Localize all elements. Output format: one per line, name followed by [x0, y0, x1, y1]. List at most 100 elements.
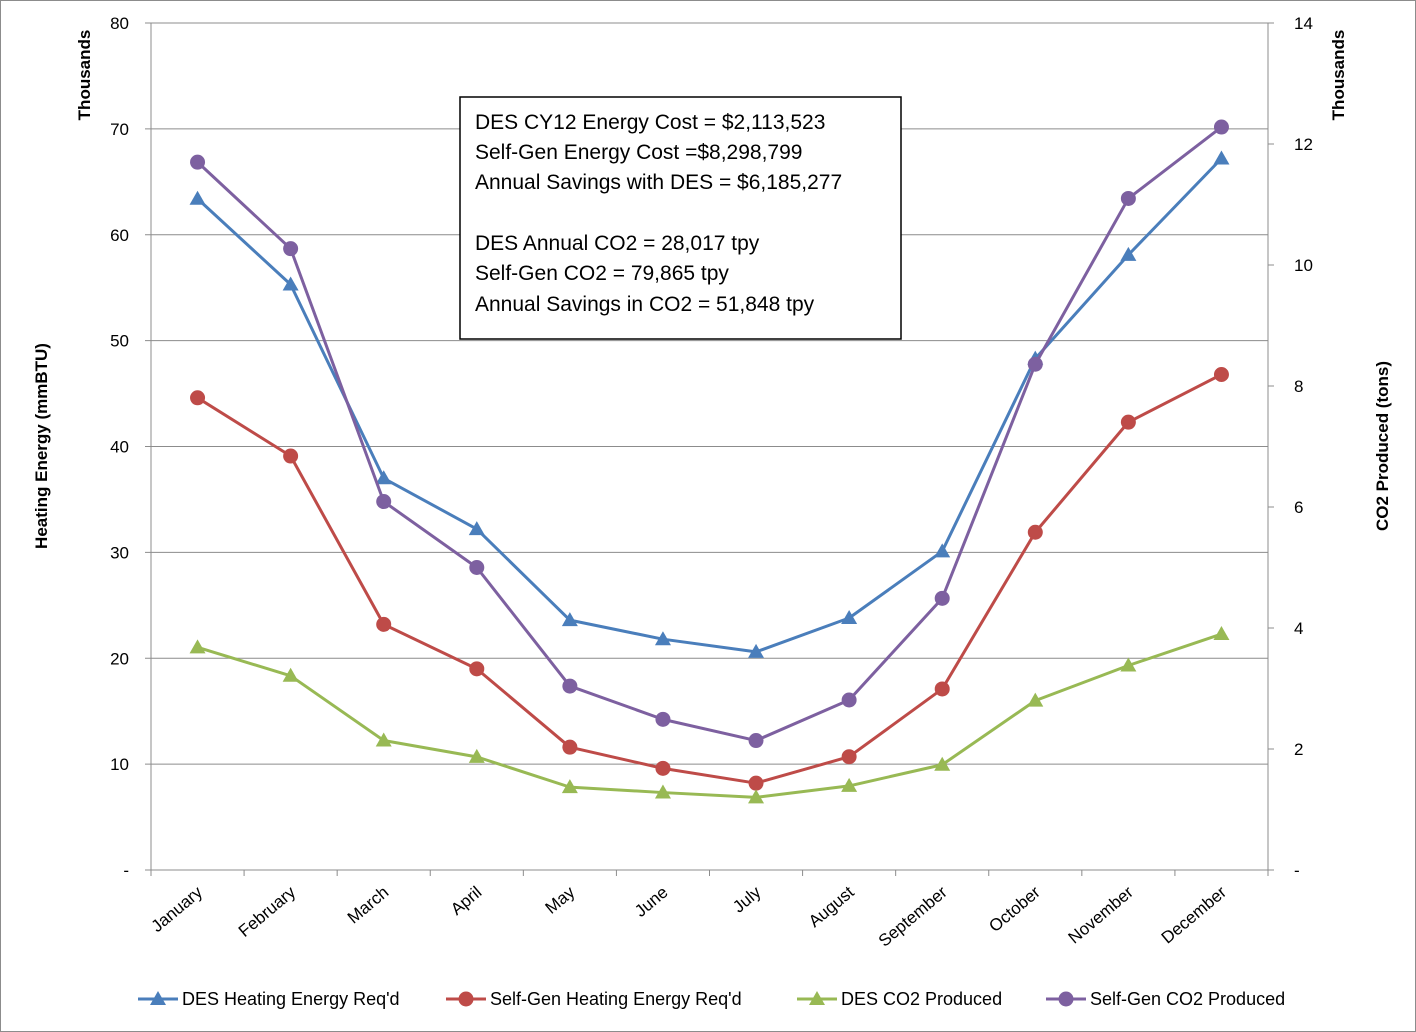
left-axis-units-label: Thousands [75, 30, 94, 121]
data-point [282, 276, 299, 291]
annotation-line: DES Annual CO2 = 28,017 tpy [475, 232, 760, 255]
x-tick-label: April [447, 883, 485, 919]
data-point [468, 521, 485, 536]
legend-label: DES Heating Energy Req'd [182, 989, 400, 1009]
data-point [654, 631, 671, 646]
data-point [748, 789, 765, 804]
data-point [561, 612, 578, 627]
left-tick-label: 20 [110, 649, 129, 668]
data-point [654, 784, 671, 799]
data-point [562, 739, 578, 755]
legend: DES Heating Energy Req'd Self-Gen Heating… [138, 989, 1285, 1009]
series-2 [190, 367, 1229, 791]
series-4 [190, 119, 1229, 749]
right-axis-units-label: Thousands [1329, 30, 1348, 121]
data-point [561, 779, 578, 794]
data-point [841, 610, 858, 625]
right-axis-title: CO2 Produced (tons) [1373, 361, 1392, 531]
annotation-line: DES CY12 Energy Cost = $2,113,523 [475, 111, 825, 134]
annotation-line: Self-Gen Energy Cost =$8,298,799 [475, 141, 802, 164]
annotation-box: DES CY12 Energy Cost = $2,113,523 Self-G… [459, 96, 902, 340]
data-point [1120, 414, 1136, 430]
data-point [189, 190, 206, 205]
x-tick-label: June [631, 883, 671, 921]
legend-marker [458, 991, 474, 1007]
data-point [841, 692, 857, 708]
left-axis-title: Heating Energy (mmBTU) [32, 343, 51, 549]
data-point [1120, 246, 1137, 261]
series-3 [189, 626, 1230, 804]
data-point [1027, 356, 1043, 372]
right-tick-label: - [1294, 861, 1300, 880]
left-tick-label: - [123, 861, 129, 880]
data-point [1213, 626, 1230, 641]
legend-item: Self-Gen CO2 Produced [1046, 989, 1285, 1009]
data-point [1120, 190, 1136, 206]
x-tick-label: November [1065, 882, 1138, 947]
x-tick-label: August [805, 882, 858, 931]
left-tick-label: 60 [110, 226, 129, 245]
right-tick-label: 8 [1294, 377, 1303, 396]
data-point [841, 749, 857, 765]
x-tick-label: December [1158, 882, 1231, 947]
left-tick-label: 40 [110, 438, 129, 457]
x-tick-label: May [542, 882, 579, 918]
data-point [1213, 119, 1229, 135]
data-point [376, 494, 392, 510]
x-tick-label: March [344, 883, 392, 928]
data-point [282, 667, 299, 682]
right-tick-label: 6 [1294, 498, 1303, 517]
data-point [748, 733, 764, 749]
data-point [655, 760, 671, 776]
left-tick-label: 10 [110, 755, 129, 774]
data-point [1027, 692, 1044, 707]
data-point [934, 590, 950, 606]
data-point [934, 756, 951, 771]
series-line [196, 157, 1223, 654]
data-point [189, 639, 206, 654]
x-tick-label: January [148, 882, 207, 936]
data-point [375, 732, 392, 747]
annotation-line: Self-Gen CO2 = 79,865 tpy [475, 262, 729, 285]
annotation-line: Annual Savings with DES = $6,185,277 [475, 171, 842, 194]
legend-marker [150, 991, 166, 1005]
legend-marker [809, 991, 825, 1005]
x-tick-label: February [235, 882, 300, 941]
data-point [190, 390, 206, 406]
legend-label: DES CO2 Produced [841, 989, 1002, 1009]
series-line [197, 632, 1222, 799]
right-tick-label: 10 [1294, 256, 1313, 275]
data-point [469, 560, 485, 575]
data-point [1213, 150, 1230, 165]
x-tick-label: October [985, 882, 1044, 936]
legend-item: DES Heating Energy Req'd [138, 989, 400, 1009]
right-tick-label: 12 [1294, 135, 1313, 154]
annotation-line: Annual Savings in CO2 = 51,848 tpy [475, 293, 815, 316]
data-point [934, 681, 950, 697]
data-point [1027, 524, 1043, 540]
left-tick-label: 70 [110, 120, 129, 139]
data-point [934, 543, 951, 558]
data-point [283, 448, 299, 464]
data-point [375, 470, 392, 485]
right-tick-label: 4 [1294, 619, 1303, 638]
legend-label: Self-Gen Heating Energy Req'd [490, 989, 742, 1009]
series-group [189, 119, 1230, 804]
data-point [190, 154, 206, 170]
data-point [376, 616, 392, 632]
data-point [748, 643, 765, 658]
left-tick-label: 50 [110, 332, 129, 351]
x-tick-label: July [729, 882, 765, 916]
right-tick-label: 2 [1294, 740, 1303, 759]
x-tick-label: September [875, 882, 951, 950]
left-tick-label: 80 [110, 14, 129, 33]
series-line [196, 373, 1223, 785]
right-tick-label: 14 [1294, 14, 1313, 33]
left-tick-label: 30 [110, 543, 129, 562]
legend-label: Self-Gen CO2 Produced [1090, 989, 1285, 1009]
data-point [469, 661, 485, 677]
data-point [1213, 367, 1229, 383]
data-point [748, 775, 764, 791]
legend-item: DES CO2 Produced [797, 989, 1002, 1009]
